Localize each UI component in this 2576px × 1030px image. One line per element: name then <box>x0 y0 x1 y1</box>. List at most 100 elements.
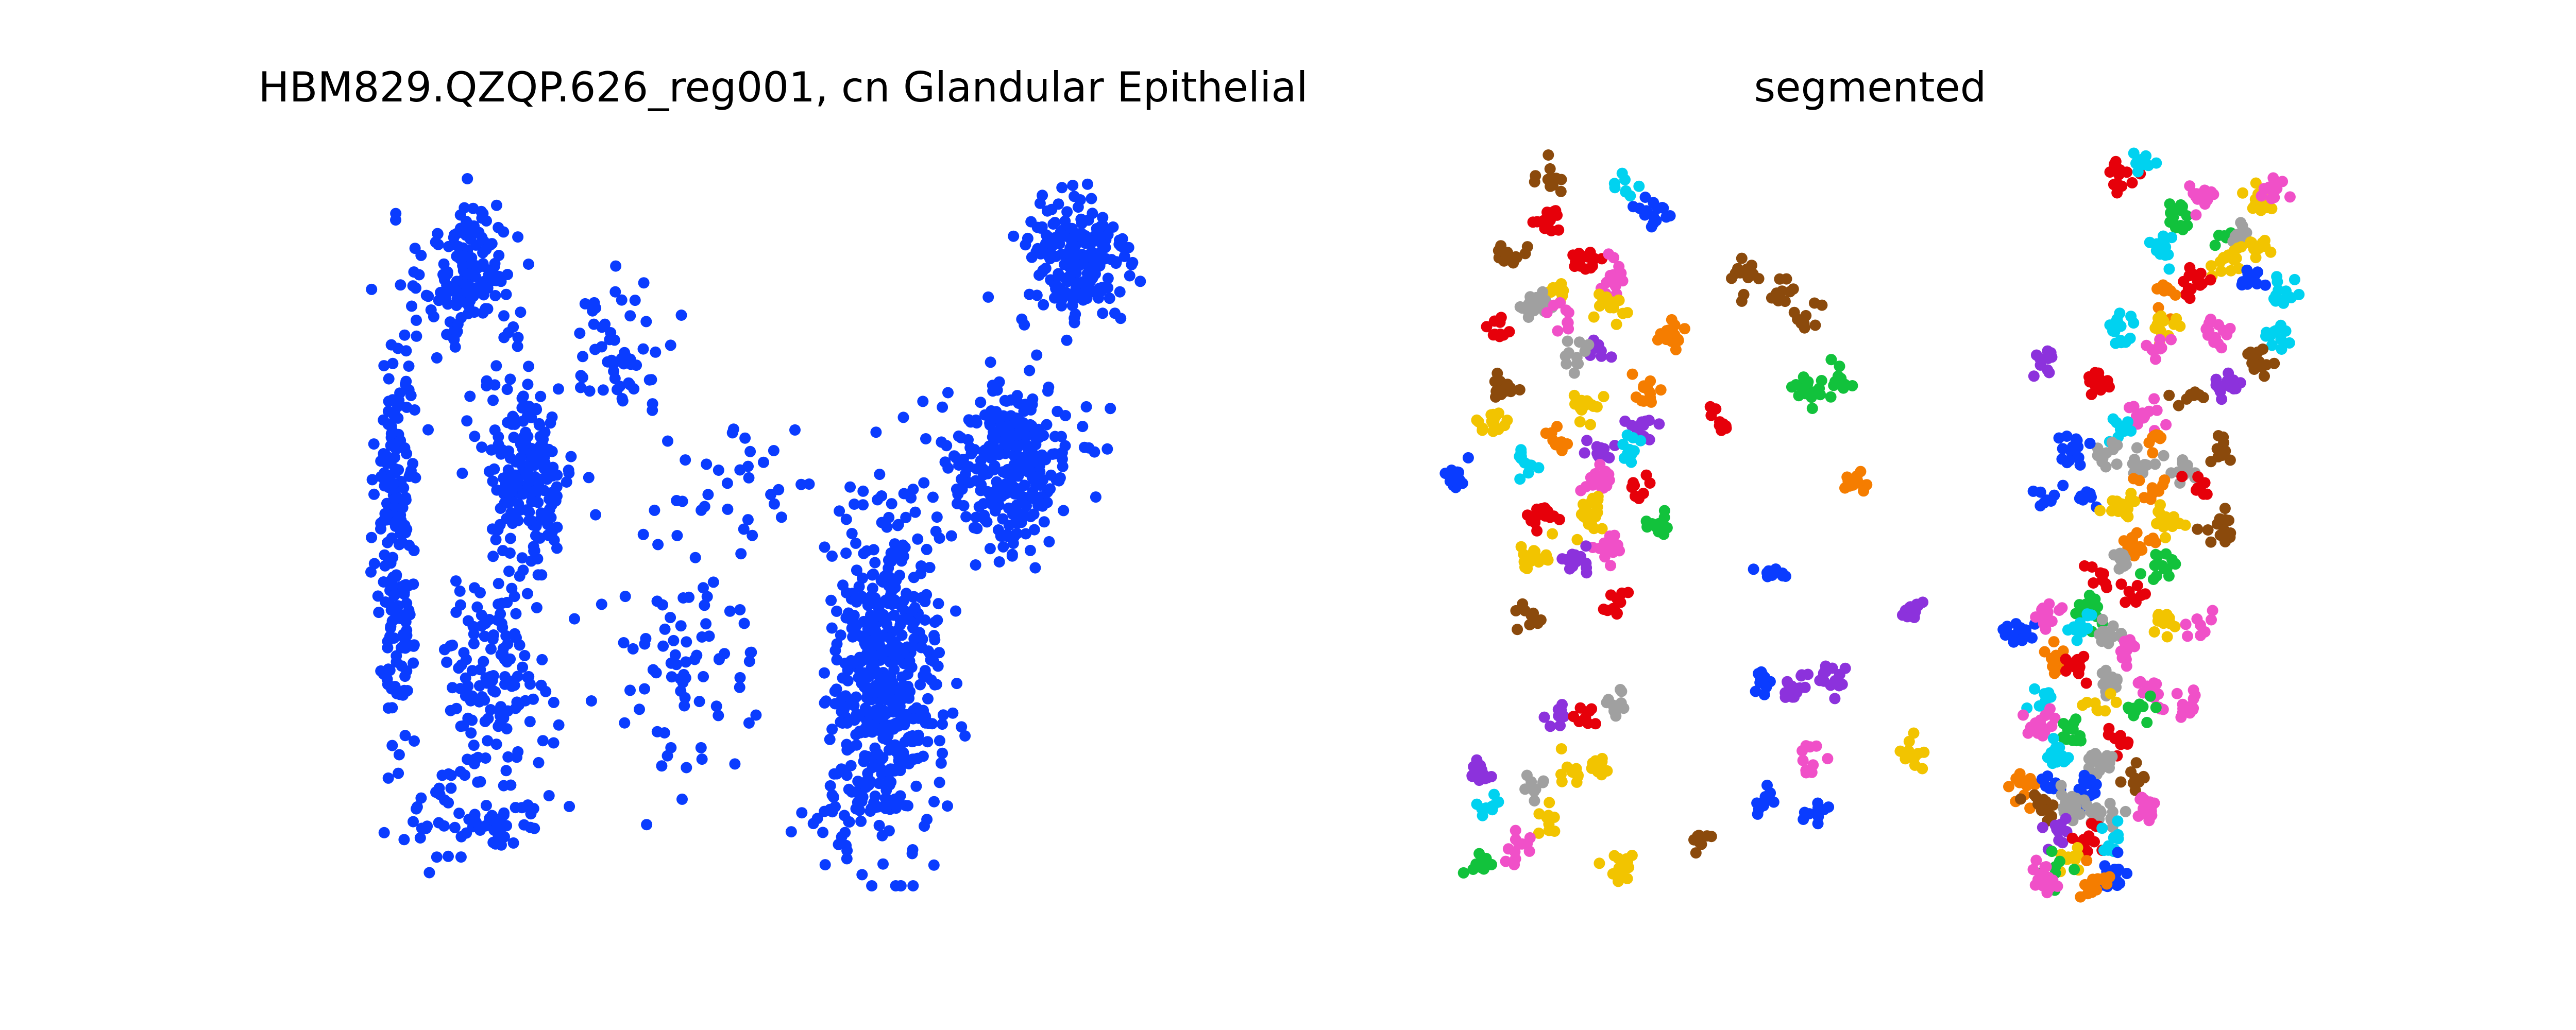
segment-point <box>1787 283 1799 295</box>
segment-point <box>2154 433 2166 444</box>
segment-point <box>2046 846 2058 857</box>
data-point <box>975 479 987 491</box>
data-point <box>698 671 709 682</box>
segment-point <box>1571 358 1583 369</box>
segment-point <box>2071 735 2082 747</box>
data-point <box>699 599 710 611</box>
segment-point <box>2041 887 2053 899</box>
segment-point <box>1586 519 1598 530</box>
data-point <box>516 402 528 414</box>
segment-point <box>1641 383 1653 394</box>
data-point <box>836 763 848 775</box>
segment-point <box>2084 438 2096 449</box>
data-point <box>882 694 893 706</box>
data-point <box>525 808 537 820</box>
data-point <box>516 802 528 814</box>
data-point <box>659 623 671 635</box>
data-point <box>495 649 507 661</box>
segment-point <box>2260 279 2271 291</box>
segment-point <box>2103 844 2114 856</box>
segment-point <box>2157 612 2169 624</box>
segment-point <box>2161 563 2173 575</box>
segment-point <box>1626 850 1638 861</box>
segment-point <box>2168 518 2180 530</box>
data-point <box>902 680 914 692</box>
data-point <box>914 679 926 691</box>
segment-point <box>1519 248 1531 260</box>
data-point <box>596 321 608 333</box>
data-point <box>407 280 419 292</box>
segment-point <box>2250 359 2262 371</box>
segment-point <box>2180 619 2192 630</box>
data-point <box>934 647 945 659</box>
data-point <box>935 757 947 769</box>
data-point <box>391 688 403 699</box>
segment-point <box>2074 599 2086 611</box>
data-point <box>1064 269 1076 281</box>
data-point <box>1066 222 1078 234</box>
segment-point <box>1826 662 1838 674</box>
data-point <box>445 782 457 794</box>
data-point <box>521 410 533 422</box>
data-point <box>993 556 1005 568</box>
data-point <box>906 848 918 860</box>
data-point <box>590 509 601 521</box>
segment-point <box>2217 431 2229 443</box>
data-point <box>982 291 994 303</box>
data-point <box>378 827 390 838</box>
data-point <box>531 404 543 416</box>
data-point <box>597 384 609 396</box>
segment-point <box>1917 763 1928 775</box>
data-point <box>713 710 724 722</box>
segment-point <box>2210 332 2222 344</box>
data-point <box>853 581 865 593</box>
data-point <box>1019 479 1030 491</box>
data-point <box>408 816 419 828</box>
data-point <box>997 541 1009 553</box>
data-point <box>916 705 928 716</box>
segment-point <box>2028 370 2040 382</box>
data-point <box>467 621 479 632</box>
data-point <box>1022 232 1033 244</box>
data-point <box>934 777 945 788</box>
segment-point <box>2271 183 2283 195</box>
data-point <box>454 585 466 597</box>
data-point <box>960 511 972 523</box>
data-point <box>1018 405 1030 417</box>
data-point <box>553 719 565 731</box>
segment-point <box>1641 205 1653 217</box>
segment-point <box>1593 444 1605 456</box>
segment-point <box>2148 393 2160 405</box>
data-point <box>906 606 918 617</box>
data-point <box>991 491 1003 503</box>
data-point <box>840 690 852 702</box>
data-point <box>734 604 746 615</box>
data-point <box>937 747 948 759</box>
data-point <box>1001 529 1013 541</box>
data-point <box>970 559 981 571</box>
data-point <box>472 776 484 788</box>
segment-point <box>2032 874 2044 885</box>
data-point <box>1078 441 1090 453</box>
data-point <box>649 504 660 516</box>
data-point <box>965 416 976 428</box>
data-point <box>407 458 419 470</box>
data-point <box>461 415 473 427</box>
data-point <box>1101 443 1113 455</box>
data-point <box>887 597 899 609</box>
data-point <box>1026 399 1038 410</box>
data-point <box>414 832 426 844</box>
segment-point <box>1596 764 1607 776</box>
segment-point <box>2199 626 2211 638</box>
segment-point <box>2099 705 2111 717</box>
data-point <box>680 454 691 466</box>
data-point <box>897 643 909 655</box>
segment-point <box>1799 322 1810 334</box>
data-point <box>455 720 467 732</box>
segment-point <box>2108 159 2120 170</box>
segment-point <box>2150 548 2162 560</box>
segment-point <box>2151 238 2163 250</box>
data-point <box>462 173 473 184</box>
data-point <box>1028 524 1040 536</box>
data-point <box>840 839 852 851</box>
